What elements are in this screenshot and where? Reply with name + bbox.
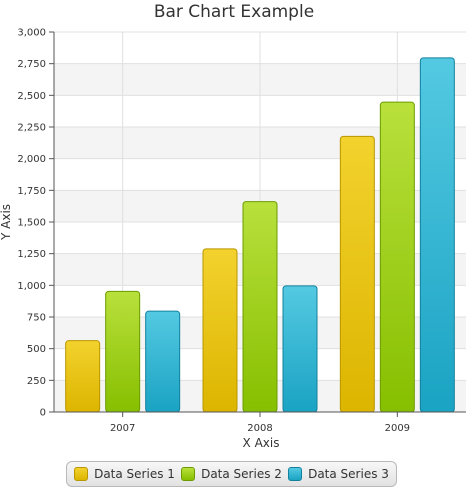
bar-series-1-2009 xyxy=(339,135,375,413)
legend: Data Series 1 Data Series 2 Data Series … xyxy=(66,461,397,487)
x-axis-title: X Axis xyxy=(243,436,280,450)
bar-series-1-2007 xyxy=(65,340,101,413)
x-tick-label-2007: 2007 xyxy=(110,423,135,434)
legend-label-series-2: Data Series 2 xyxy=(201,467,282,481)
legend-swatch-series-2 xyxy=(181,467,196,481)
x-tick-label-2009: 2009 xyxy=(385,423,410,434)
chart-title: Bar Chart Example xyxy=(153,2,315,22)
y-tick-label: 1,000 xyxy=(17,281,46,292)
y-tick-label: 1,750 xyxy=(17,186,46,197)
bar-series-3-2009 xyxy=(419,57,455,413)
y-tick-label: 1,250 xyxy=(17,249,46,260)
y-tick-label: 2,500 xyxy=(17,91,46,102)
legend-item-series-3: Data Series 3 xyxy=(288,467,389,481)
x-axis-ticks: 2007 2008 2009 xyxy=(110,412,410,434)
bar-series-3-2008 xyxy=(282,285,318,413)
y-tick-label: 500 xyxy=(27,344,46,355)
x-tick-label-2008: 2008 xyxy=(247,423,272,434)
legend-label-series-1: Data Series 1 xyxy=(94,467,175,481)
bar-series-2-2008 xyxy=(242,201,278,413)
y-tick-label: 3,000 xyxy=(17,28,46,39)
y-tick-label: 250 xyxy=(27,376,46,387)
y-axis-title: Y Axis xyxy=(0,204,13,241)
bar-series-2-2009 xyxy=(379,101,415,413)
y-tick-label: 1,500 xyxy=(17,218,46,229)
bar-series-2-2007 xyxy=(105,290,141,413)
y-tick-label: 0 xyxy=(40,408,46,419)
bar-series-1-2008 xyxy=(202,248,238,413)
y-axis-ticks: 0 250 500 750 1,000 1,250 1,500 1,750 2,000 2,250… xyxy=(17,28,54,419)
y-tick-label: 750 xyxy=(27,313,46,324)
y-tick-label: 2,000 xyxy=(17,154,46,165)
legend-item-series-2: Data Series 2 xyxy=(181,467,282,481)
bar-chart-plot: 0 250 500 750 1,000 1,250 1,500 1,750 2,000 2,250… xyxy=(0,28,466,450)
legend-item-series-1: Data Series 1 xyxy=(74,467,175,481)
legend-swatch-series-1 xyxy=(74,467,89,481)
y-tick-label: 2,750 xyxy=(17,59,46,70)
legend-swatch-series-3 xyxy=(288,467,303,481)
y-tick-label: 2,250 xyxy=(17,123,46,134)
legend-label-series-3: Data Series 3 xyxy=(308,467,389,481)
bar-series-3-2007 xyxy=(145,310,181,413)
